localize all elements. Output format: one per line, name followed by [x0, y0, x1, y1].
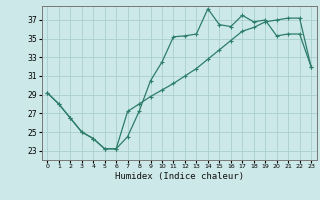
X-axis label: Humidex (Indice chaleur): Humidex (Indice chaleur) [115, 172, 244, 181]
